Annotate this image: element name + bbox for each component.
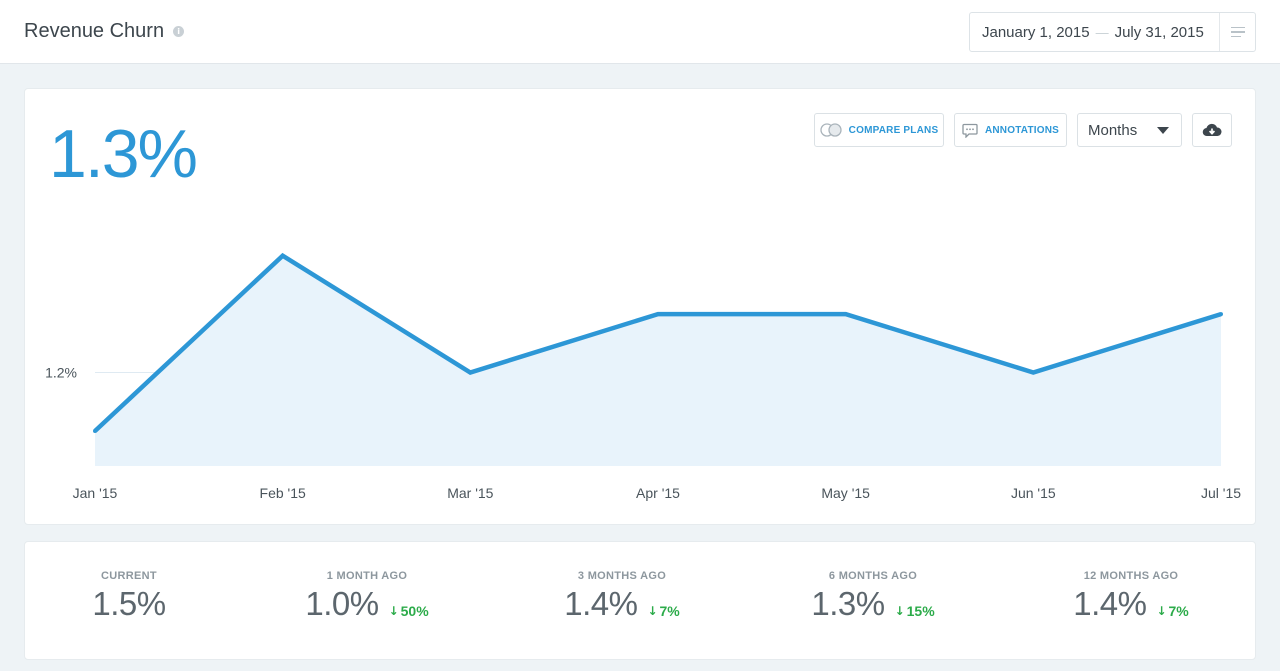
stat-current: CURRENT 1.5%	[49, 570, 209, 623]
stat-label: CURRENT	[101, 570, 157, 582]
stat-value: 1.5%	[92, 585, 166, 622]
stat-value: 1.4%	[564, 585, 638, 622]
stat-change: ↓ 50%	[389, 603, 429, 619]
chart-card: 1.2% Jan '15 Feb '15 Mar '15 Apr '15 May '15 J…	[24, 88, 1256, 525]
list-filter-icon[interactable]	[1219, 13, 1255, 51]
date-range-picker[interactable]: January 1, 2015 — July 31, 2015	[969, 12, 1256, 52]
stat-change: ↓ 7%	[1156, 603, 1188, 619]
arrow-down-icon: ↓	[388, 604, 399, 618]
stat-value: 1.3%	[811, 585, 885, 622]
page-title-text: Revenue Churn	[24, 20, 165, 42]
info-icon[interactable]: i	[173, 26, 185, 37]
data-point	[843, 312, 848, 317]
x-tick-label: Mar '15	[447, 485, 493, 501]
x-tick-label: Apr '15	[636, 485, 680, 501]
stat-change: ↓ 15%	[895, 603, 935, 619]
arrow-down-icon: ↓	[1156, 604, 1167, 618]
date-start: January 1, 2015	[982, 23, 1090, 41]
interval-value: Months	[1088, 121, 1138, 139]
data-point	[1031, 370, 1036, 375]
cloud-download-icon	[1202, 123, 1222, 137]
date-range-dates[interactable]: January 1, 2015 — July 31, 2015	[970, 13, 1219, 51]
stat-label: 12 MONTHS AGO	[1083, 570, 1179, 582]
stat-change: ↓ 7%	[647, 603, 679, 619]
current-churn-value: 1.3%	[49, 116, 198, 192]
data-point	[468, 370, 473, 375]
chevron-down-icon	[1157, 126, 1169, 134]
stat-3-months-ago: 3 MONTHS AGO 1.4% ↓ 7%	[522, 570, 722, 623]
date-end: July 31, 2015	[1114, 23, 1204, 41]
x-tick-label: Jan '15	[73, 485, 118, 501]
stats-card: CURRENT 1.5% 1 MONTH AGO 1.0% ↓ 50% 3 MON…	[24, 541, 1256, 660]
stat-12-months-ago: 12 MONTHS AGO 1.4% ↓ 7%	[1031, 570, 1231, 623]
compare-circles-icon	[820, 123, 842, 137]
stat-label: 1 MONTH AGO	[326, 570, 408, 582]
data-point	[656, 312, 660, 317]
data-point	[280, 253, 285, 258]
stat-change-value: 7%	[1168, 603, 1189, 619]
annotations-label: ANNOTATIONS	[984, 124, 1060, 136]
revenue-churn-chart: 1.2% Jan '15 Feb '15 Mar '15 Apr '15 May '15 J…	[45, 252, 1241, 501]
x-tick-label: Feb '15	[260, 485, 306, 501]
compare-plans-button[interactable]: COMPARE PLANS	[814, 113, 944, 147]
stat-value: 1.4%	[1073, 585, 1147, 622]
area-fill	[95, 255, 1221, 466]
x-tick-label: May '15	[821, 485, 870, 501]
annotations-button[interactable]: ANNOTATIONS	[954, 113, 1067, 147]
compare-plans-label: COMPARE PLANS	[848, 124, 939, 136]
stat-6-months-ago: 6 MONTHS AGO 1.3% ↓ 15%	[773, 570, 973, 623]
stat-value: 1.0%	[305, 585, 379, 622]
date-separator: —	[1095, 24, 1109, 40]
stat-change-value: 7%	[659, 603, 680, 619]
interval-select[interactable]: Months	[1077, 113, 1182, 147]
x-tick-label: Jun '15	[1011, 485, 1056, 501]
stat-change-value: 50%	[400, 603, 429, 619]
arrow-down-icon: ↓	[894, 604, 905, 618]
stat-label: 6 MONTHS AGO	[828, 570, 918, 582]
page-title: Revenue Churn i	[24, 20, 185, 43]
stat-1-month-ago: 1 MONTH AGO 1.0% ↓ 50%	[267, 570, 467, 623]
y-tick-label: 1.2%	[45, 365, 77, 381]
x-tick-label: Jul '15	[1201, 485, 1241, 501]
stat-label: 3 MONTHS AGO	[577, 570, 667, 582]
data-point	[1219, 312, 1223, 317]
arrow-down-icon: ↓	[647, 604, 658, 618]
data-point	[93, 428, 97, 433]
comment-icon	[962, 123, 978, 138]
top-bar: Revenue Churn i January 1, 2015 — July 3…	[0, 0, 1280, 64]
download-button[interactable]	[1192, 113, 1232, 147]
stat-change-value: 15%	[906, 603, 935, 619]
